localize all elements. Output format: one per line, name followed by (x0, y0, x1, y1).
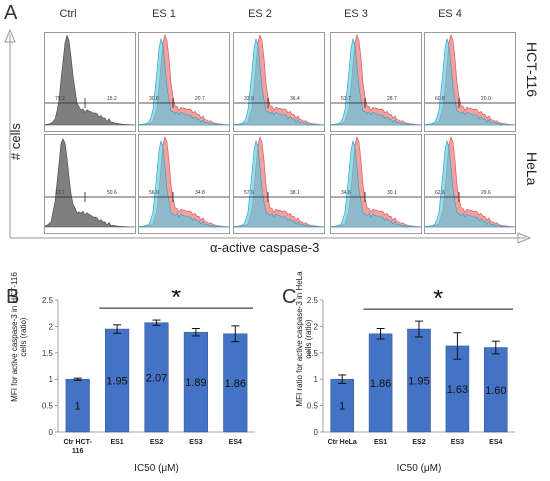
treated-histogram-cyan (331, 140, 421, 228)
category-label: ES1 (374, 439, 387, 446)
y-tick-label: 2.5 (307, 296, 319, 305)
gate-left-value: 17.7 (55, 190, 65, 196)
category-label: 116 (72, 448, 83, 455)
histogram-hct-116-es2: 33.9 36.4 (233, 32, 325, 132)
treated-histogram-cyan (234, 140, 324, 228)
data-label: 1.60 (485, 385, 506, 397)
gate-right-value: 20.0 (481, 96, 491, 102)
histogram-hct-116-es1: 30.6 20.7 (138, 32, 230, 132)
column-label-es2: ES 2 (248, 8, 272, 20)
column-label-es3: ES 3 (344, 8, 368, 20)
y-tick-label: 0.5 (307, 402, 319, 411)
category-label: ES4 (229, 439, 242, 446)
category-label: Ctr HCT- (64, 439, 93, 446)
gate-left-value: 57.0 (244, 190, 254, 196)
data-label: 1.63 (447, 384, 468, 396)
y-tick-label: 0 (314, 428, 319, 437)
gate-left-value: 53.7 (341, 96, 351, 102)
category-label: Ctr HeLa (328, 439, 357, 446)
data-label: 1.86 (370, 378, 391, 390)
gate-right-value: 38.1 (290, 190, 300, 196)
gate-right-value: 29.6 (481, 190, 491, 196)
gate-right-value: 50.6 (107, 190, 117, 196)
data-label: 1.86 (225, 378, 246, 390)
histogram-hela-es1: 56.0 34.8 (138, 134, 230, 234)
panel-b-chart: 0 0.5 1 1.5 2 2.5 1 Ctr HCT- 116 1.95 ES1 2.07 ES2 1.… (42, 290, 255, 474)
data-label: 1.95 (106, 376, 127, 388)
histogram-hela-es3: 34.6 30.1 (330, 134, 422, 234)
gate-left-value: 33.9 (244, 96, 254, 102)
data-label: 1.95 (408, 376, 429, 388)
data-label: 2.07 (146, 372, 167, 384)
panel-a-y-label: # cells (8, 123, 23, 160)
histogram-hct-116-es4: 60.8 20.0 (424, 32, 516, 132)
y-tick-label: 1 (49, 375, 54, 384)
gate-right-value: 34.8 (195, 190, 205, 196)
gate-left-value: 60.8 (435, 96, 445, 102)
histogram-hct-116-es3: 53.7 28.7 (330, 32, 422, 132)
panel-c-letter: C (282, 286, 297, 308)
category-label: ES3 (189, 439, 202, 446)
panel-b-letter: B (6, 286, 20, 308)
treated-histogram-cyan (425, 140, 515, 228)
gate-right-value: 36.4 (290, 96, 300, 102)
control-histogram (45, 138, 135, 228)
histogram-hct-116-ctrl: 79.2 15.2 (44, 32, 136, 132)
gate-right-value: 30.1 (387, 190, 397, 196)
category-label: ES3 (451, 439, 464, 446)
control-histogram (45, 34, 135, 126)
x-axis-label: IC50 (μM) (134, 463, 179, 474)
panel-a-axes (4, 28, 532, 244)
panel-a-letter: A (4, 2, 18, 24)
y-tick-label: 2.5 (42, 296, 54, 305)
column-label-ctrl: Ctrl (59, 8, 77, 20)
histogram-hela-es2: 57.0 38.1 (233, 134, 325, 234)
category-label: ES2 (412, 439, 425, 446)
histogram-hela-ctrl: 17.7 50.6 (44, 134, 136, 234)
column-label-es4: ES 4 (438, 8, 462, 20)
column-label-es1: ES 1 (152, 8, 176, 20)
y-tick-label: 0.5 (42, 402, 54, 411)
y-tick-label: 1 (314, 375, 319, 384)
panel-a-x-label: α-active caspase-3 (210, 240, 320, 255)
gate-right-value: 15.2 (107, 96, 117, 102)
significance-star: * (433, 290, 443, 313)
histogram-hela-es4: 62.6 29.6 (424, 134, 516, 234)
data-label: 1 (75, 401, 81, 413)
panel-c-chart: 0 0.5 1 1.5 2 2.5 1 Ctr HeLa 1.86 ES1 1.95 ES2 1.63 E… (307, 290, 515, 474)
y-tick-label: 1.5 (307, 349, 319, 358)
gate-right-value: 28.7 (387, 96, 397, 102)
treated-histogram-cyan (139, 140, 229, 228)
row-label-hela: HeLa (524, 152, 540, 186)
gate-left-value: 34.6 (341, 190, 351, 196)
significance-star: * (171, 290, 181, 312)
gate-left-value: 56.0 (149, 190, 159, 196)
gate-left-value: 30.6 (149, 96, 159, 102)
gate-left-value: 79.2 (55, 96, 65, 102)
category-label: ES2 (150, 439, 163, 446)
y-tick-label: 1.5 (42, 349, 54, 358)
y-tick-label: 2 (49, 322, 54, 331)
row-label-hct116: HCT-116 (524, 42, 540, 97)
category-label: ES1 (110, 439, 123, 446)
data-label: 1 (339, 401, 345, 413)
category-label: ES4 (489, 439, 502, 446)
gate-left-value: 62.6 (435, 190, 445, 196)
x-axis-label: IC50 (μM) (397, 463, 442, 474)
y-tick-label: 0 (49, 428, 54, 437)
data-label: 1.89 (185, 377, 206, 389)
gate-right-value: 20.7 (195, 96, 205, 102)
y-tick-label: 2 (314, 322, 319, 331)
